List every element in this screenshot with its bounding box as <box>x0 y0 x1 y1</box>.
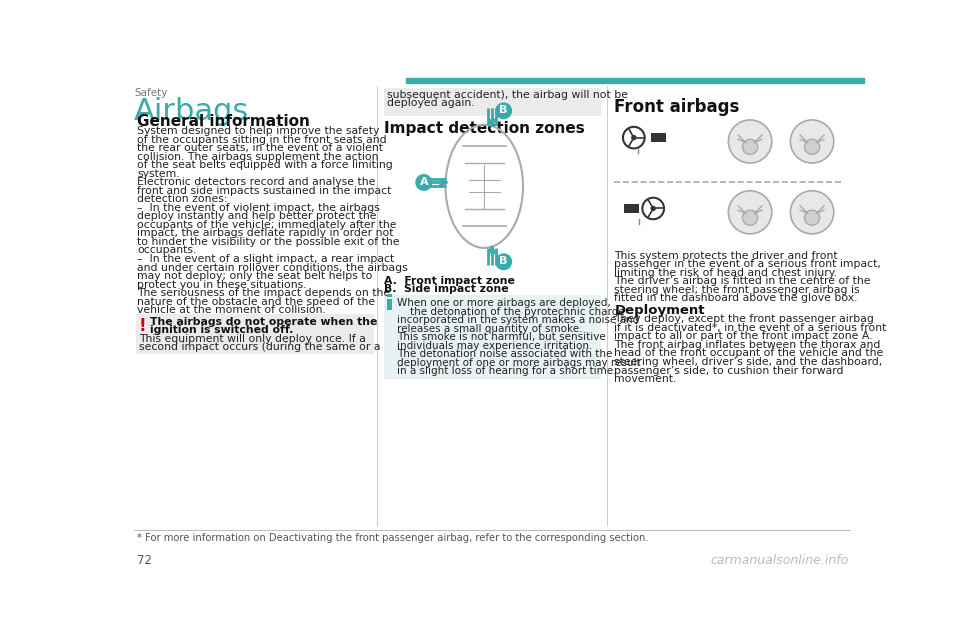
Text: impact to all or part of the front impact zone A.: impact to all or part of the front impac… <box>614 332 873 341</box>
Bar <box>387 294 392 298</box>
Text: B: B <box>499 256 508 266</box>
Text: The detonation noise associated with the: The detonation noise associated with the <box>397 349 612 359</box>
Bar <box>135 314 374 354</box>
Text: ignition is switched off.: ignition is switched off. <box>150 325 294 335</box>
Text: occupants of the vehicle; immediately after the: occupants of the vehicle; immediately af… <box>137 220 396 230</box>
Text: This equipment will only deploy once. If a: This equipment will only deploy once. If… <box>138 334 366 344</box>
Text: The airbags do not operate when the: The airbags do not operate when the <box>150 317 377 327</box>
Bar <box>406 77 864 83</box>
Text: nature of the obstacle and the speed of the: nature of the obstacle and the speed of … <box>137 297 375 307</box>
Text: releases a small quantity of smoke.: releases a small quantity of smoke. <box>397 324 583 333</box>
Text: movement.: movement. <box>614 374 677 384</box>
Text: passenger in the event of a serious front impact,: passenger in the event of a serious fron… <box>614 259 881 269</box>
Text: 72: 72 <box>137 554 152 567</box>
Text: Electronic detectors record and analyse the: Electronic detectors record and analyse … <box>137 177 375 188</box>
Text: A.  Front impact zone: A. Front impact zone <box>383 276 515 285</box>
Text: may not deploy; only the seat belt helps to: may not deploy; only the seat belt helps… <box>137 271 372 281</box>
Text: impact, the airbags deflate rapidly in order not: impact, the airbags deflate rapidly in o… <box>137 228 394 239</box>
Text: second impact occurs (during the same or a: second impact occurs (during the same or… <box>138 342 380 353</box>
Text: collision. The airbags supplement the action: collision. The airbags supplement the ac… <box>137 152 378 162</box>
Text: fitted in the dashboard above the glove box.: fitted in the dashboard above the glove … <box>614 294 858 303</box>
Circle shape <box>495 102 512 119</box>
Text: incorporated in the system makes a noise and: incorporated in the system makes a noise… <box>397 315 639 325</box>
Text: if it is deactivated*, in the event of a serious front: if it is deactivated*, in the event of a… <box>614 323 887 333</box>
Circle shape <box>804 140 820 154</box>
Text: protect you in these situations.: protect you in these situations. <box>137 280 306 289</box>
Circle shape <box>729 191 772 234</box>
Text: system.: system. <box>137 169 180 179</box>
Text: in a slight loss of hearing for a short time.: in a slight loss of hearing for a short … <box>397 366 617 376</box>
Bar <box>383 88 601 116</box>
Circle shape <box>742 210 757 225</box>
Text: –  In the event of a slight impact, a rear impact: – In the event of a slight impact, a rea… <box>137 254 395 264</box>
Text: A: A <box>420 177 428 187</box>
Text: of the occupants sitting in the front seats and: of the occupants sitting in the front se… <box>137 134 387 145</box>
Text: Airbags: Airbags <box>134 97 250 126</box>
Text: steering wheel, driver’s side, and the dashboard,: steering wheel, driver’s side, and the d… <box>614 357 882 367</box>
Text: vehicle at the moment of collision.: vehicle at the moment of collision. <box>137 305 326 315</box>
Text: Front airbags: Front airbags <box>614 99 740 116</box>
Text: individuals may experience irritation.: individuals may experience irritation. <box>397 340 593 351</box>
Text: B: B <box>499 105 508 115</box>
Text: the rear outer seats, in the event of a violent: the rear outer seats, in the event of a … <box>137 143 383 153</box>
Text: subsequent accident), the airbag will not be: subsequent accident), the airbag will no… <box>387 90 628 100</box>
Circle shape <box>651 206 656 211</box>
Text: Deployment: Deployment <box>614 304 705 317</box>
Text: head of the front occupant of the vehicle and the: head of the front occupant of the vehicl… <box>614 349 884 358</box>
Text: carmanualsonline.info: carmanualsonline.info <box>710 554 849 567</box>
Text: General information: General information <box>137 114 310 129</box>
Text: steering wheel; the front passenger airbag is: steering wheel; the front passenger airb… <box>614 285 860 295</box>
Circle shape <box>416 174 432 191</box>
Circle shape <box>742 140 757 154</box>
Text: This smoke is not harmful, but sensitive: This smoke is not harmful, but sensitive <box>397 332 606 342</box>
Text: to hinder the visibility or the possible exit of the: to hinder the visibility or the possible… <box>137 237 399 247</box>
Text: !: ! <box>138 317 146 335</box>
Bar <box>624 204 639 213</box>
Text: When one or more airbags are deployed,: When one or more airbags are deployed, <box>397 298 612 308</box>
Text: The driver’s airbag is fitted in the centre of the: The driver’s airbag is fitted in the cen… <box>614 276 871 287</box>
Bar <box>383 295 601 380</box>
Text: The front airbag inflates between the thorax and: The front airbag inflates between the th… <box>614 340 881 350</box>
Text: They deploy, except the front passenger airbag: They deploy, except the front passenger … <box>614 314 875 324</box>
Bar <box>387 299 392 310</box>
Text: The seriousness of the impact depends on the: The seriousness of the impact depends on… <box>137 288 390 298</box>
Text: This system protects the driver and front: This system protects the driver and fron… <box>614 251 838 261</box>
Circle shape <box>804 210 820 225</box>
Text: * For more information on Deactivating the front passenger airbag, refer to the : * For more information on Deactivating t… <box>137 532 649 543</box>
Text: front and side impacts sustained in the impact: front and side impacts sustained in the … <box>137 186 392 196</box>
Circle shape <box>729 120 772 163</box>
Circle shape <box>631 135 636 140</box>
Circle shape <box>790 191 834 234</box>
Text: B.  Side impact zone: B. Side impact zone <box>383 284 508 294</box>
Text: limiting the risk of head and chest injury.: limiting the risk of head and chest inju… <box>614 268 837 278</box>
Text: –  In the event of violent impact, the airbags: – In the event of violent impact, the ai… <box>137 203 380 213</box>
Text: deploy instantly and help better protect the: deploy instantly and help better protect… <box>137 211 376 221</box>
Text: occupants.: occupants. <box>137 246 197 255</box>
Text: and under certain rollover conditions, the airbags: and under certain rollover conditions, t… <box>137 262 408 273</box>
Text: of the seat belts equipped with a force limiting: of the seat belts equipped with a force … <box>137 160 393 170</box>
Text: the detonation of the pyrotechnic charge: the detonation of the pyrotechnic charge <box>397 307 625 317</box>
Circle shape <box>790 120 834 163</box>
Bar <box>651 133 666 142</box>
Text: Safety: Safety <box>134 88 167 97</box>
Text: Impact detection zones: Impact detection zones <box>383 121 585 136</box>
Text: detection zones:: detection zones: <box>137 195 228 204</box>
Circle shape <box>495 253 512 270</box>
Text: deployed again.: deployed again. <box>387 99 474 108</box>
Text: passenger’s side, to cushion their forward: passenger’s side, to cushion their forwa… <box>614 365 844 376</box>
Text: System designed to help improve the safety: System designed to help improve the safe… <box>137 126 379 136</box>
Text: deployment of one or more airbags may result: deployment of one or more airbags may re… <box>397 358 641 368</box>
